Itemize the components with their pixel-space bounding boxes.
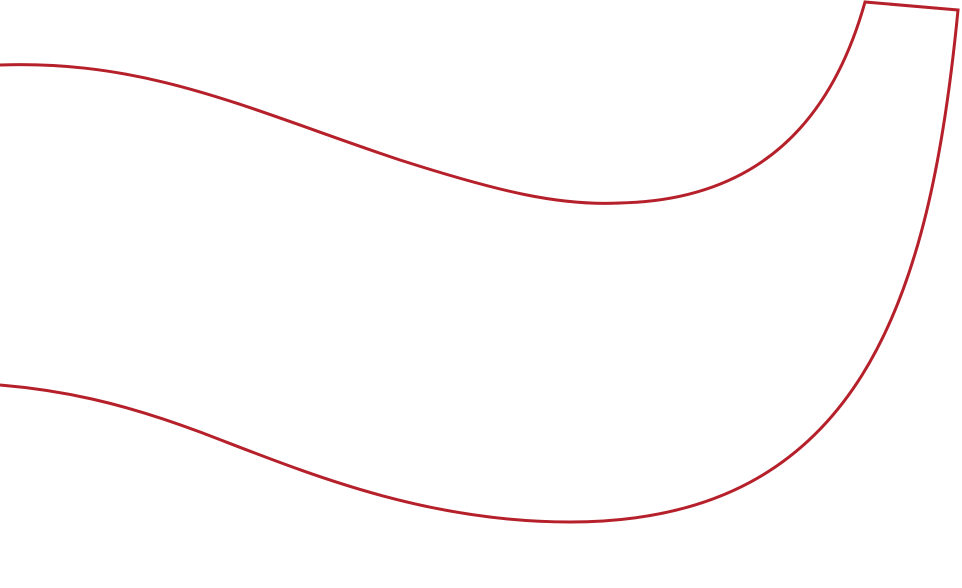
ribbon-shape — [0, 0, 960, 524]
